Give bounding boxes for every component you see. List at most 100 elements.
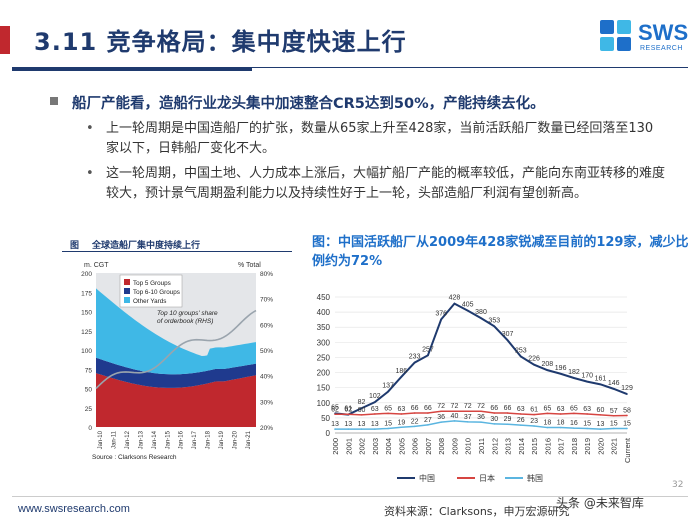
logo-subtext: RESEARCH [640,45,683,52]
data-point [520,424,522,426]
y-tick-label: 450 [317,293,331,302]
left-x-label: Jan-21 [246,430,252,449]
page-title: 3.11 竞争格局：集中度快速上行 [34,28,407,56]
data-point [586,380,588,383]
watermark-badge: 头条 @未来智库 [556,496,644,510]
data-point [520,355,522,358]
data-label: 186 [396,368,408,375]
data-point [387,390,389,393]
data-label: 18 [543,420,551,427]
data-point [440,410,442,413]
x-tick-label: 2018 [570,438,579,455]
series-2: 13 13 13 13 15 19 22 27 36 40 37 36 30 29 26 23 18 18 16 15… [331,413,631,430]
data-label: 29 [504,416,512,423]
sws-logo: SWS RESEARCH [598,18,690,54]
left-chart-source: Source : Clarksons Research [92,454,177,461]
data-label: 226 [528,356,540,363]
right-y-tick: 80% [260,271,273,278]
data-point [347,413,350,416]
legend-label: 中国 [419,473,435,483]
data-label: 353 [488,317,500,324]
left-axis-ticks: 200 175 150 125 100 75 50 25 0 80% 70% 60% 50% 40% 30%… [81,271,273,432]
x-tick-label: 2008 [437,438,446,455]
left-y-tick: 50 [85,387,93,394]
data-label: 405 [462,302,474,309]
left-y-tick: 175 [81,290,92,297]
headline-square-icon [50,97,58,105]
footer-source: 资料来源：Clarksons，申万宏源研究 [384,505,570,518]
data-label: 72 [477,403,485,410]
data-point [334,413,336,416]
data-label: 257 [422,346,434,353]
data-point [559,413,562,415]
x-tick-label: 2002 [358,438,367,455]
data-point [360,407,363,410]
data-label: 182 [568,369,580,376]
data-label: 26 [517,417,525,424]
data-label: 36 [477,414,485,421]
x-tick-label: 2009 [450,438,459,455]
data-label: 196 [555,365,567,372]
left-x-label: Jan-10 [98,430,104,449]
data-point [453,410,456,413]
y-tick-label: 250 [317,353,331,362]
left-x-label: Jan-16 [179,430,185,449]
data-label: 65 [570,405,578,412]
x-tick-label: 2006 [411,438,420,455]
data-point [374,401,376,403]
footer-url[interactable]: www.swsresearch.com [18,503,130,515]
left-x-label: Jan-14 [152,430,158,449]
area-other [96,288,256,375]
data-label: 61 [530,407,538,414]
y-tick-label: 0 [326,429,331,438]
data-point [480,317,482,319]
data-point [573,412,575,415]
data-point [400,375,403,378]
data-label: 40 [451,413,459,420]
legend-label: 韩国 [527,473,543,483]
y-tick-label: 350 [317,323,331,332]
data-label: 15 [623,420,631,427]
data-label: 380 [475,309,487,316]
data-point [466,309,469,312]
headline: 船厂产能看，造船行业龙头集中加速整合CR5达到50%，产能持续去化。 [48,92,668,113]
legend-swatch [124,297,130,303]
data-label: 57 [610,408,618,415]
footer-rule [12,496,688,497]
left-x-label: Jan-18 [206,430,212,449]
data-label: 62 [331,406,339,413]
x-tick-label: 2016 [543,438,552,455]
x-tick-label: 2003 [371,438,380,455]
data-label: 60 [597,407,605,414]
data-label: 62 [344,406,352,413]
right-chart-title: 图：中国活跃船厂从2009年428家锐减至目前的129家，减少比例约为72% [312,235,689,269]
y-tick-label: 200 [317,369,331,378]
x-tick-label: 2001 [344,438,353,455]
data-point [506,423,509,426]
data-label: 60 [358,407,366,414]
left-y-tick: 25 [85,406,93,413]
data-label: 18 [557,420,565,427]
bullet-dot-icon: • [86,121,94,136]
data-point [612,427,615,430]
data-label: 129 [621,385,633,392]
data-label: 30 [490,416,498,423]
area-top610 [96,357,256,388]
legend-label: Top 5 Groups [133,280,171,287]
left-chart-title: 全球造船厂集中度持续上行 [92,241,201,251]
data-label: 66 [411,405,419,412]
data-label: 82 [358,399,366,406]
data-point [427,424,429,426]
right-legend: 中国 日本 韩国 [397,473,543,483]
data-point [612,414,615,417]
data-label: 65 [384,405,392,412]
y-tick-label: 100 [317,399,331,408]
bullet-item: • 上一轮周期是中国造船厂的扩张，数量从65家上升至428家，当前活跃船厂数量已… [86,119,666,159]
data-point [546,412,549,415]
data-label: 146 [608,380,620,387]
page-number: 32 [672,480,684,490]
data-point [626,393,628,395]
data-point [533,413,535,416]
data-label: 15 [384,420,392,427]
data-point [626,427,628,430]
